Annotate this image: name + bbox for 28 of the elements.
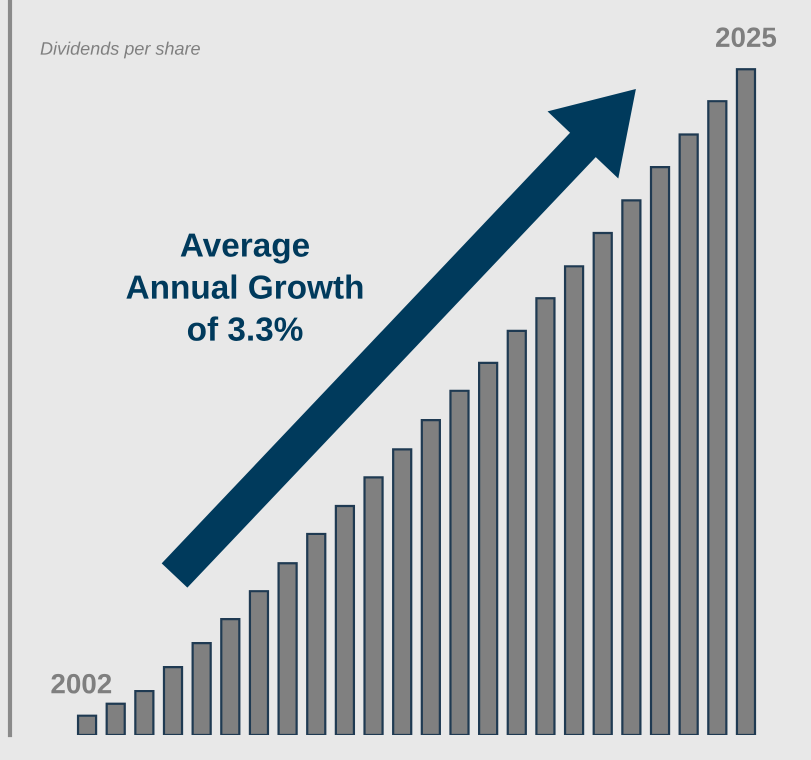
bar: [506, 330, 527, 735]
bar: [621, 199, 642, 735]
annotation: Average Annual Growth of 3.3%: [126, 234, 362, 341]
bar: [449, 390, 470, 735]
bar: [277, 562, 298, 735]
bar: [306, 532, 326, 735]
bar: [650, 166, 670, 735]
bar: [334, 504, 356, 735]
bar: [564, 265, 584, 735]
bar: [535, 297, 556, 735]
bar: [192, 642, 212, 735]
bar: [392, 448, 412, 735]
bar: [363, 476, 384, 735]
bar: [106, 702, 126, 735]
x-tick-label: 2002: [51, 674, 112, 694]
bar: [478, 362, 498, 735]
bar: [592, 232, 613, 735]
x-tick-label: 2025: [716, 27, 776, 48]
bar: [420, 418, 441, 735]
bar: [76, 714, 98, 735]
bar: [248, 590, 270, 735]
bar: [220, 618, 240, 735]
bar: [134, 690, 154, 735]
bar: [678, 133, 699, 735]
bar: [707, 100, 728, 735]
bar: [162, 666, 184, 735]
chart-title: Dividends per share: [40, 42, 200, 58]
bar: [736, 68, 756, 735]
